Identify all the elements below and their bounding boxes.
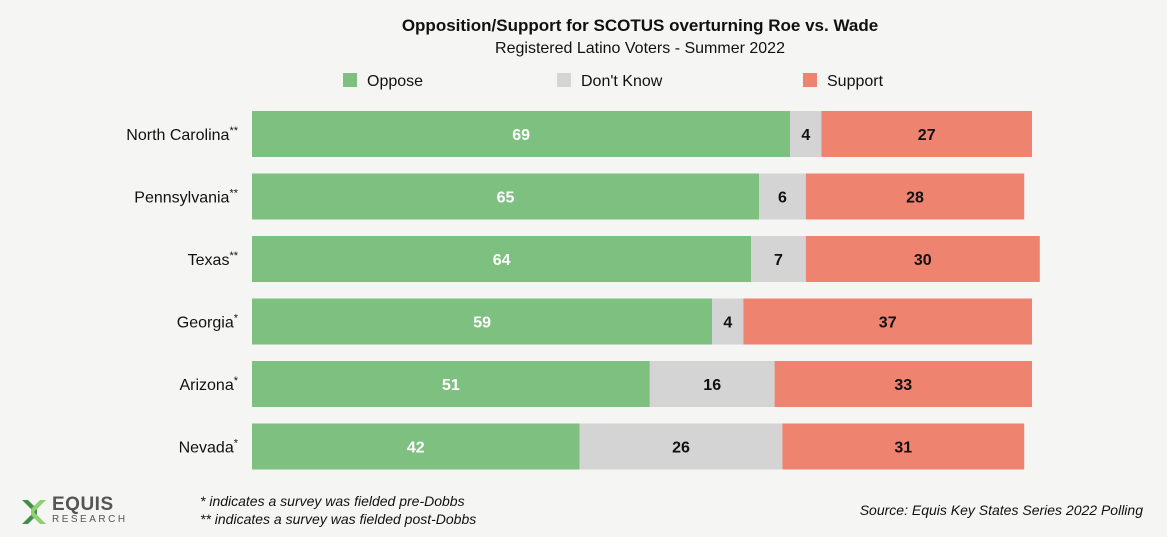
data-label-don-t-know-georgia: 4	[723, 315, 732, 332]
bar-oppose-texas	[252, 236, 752, 282]
chart-subtitle: Registered Latino Voters - Summer 2022	[495, 40, 785, 57]
data-label-don-t-know-arizona: 16	[703, 377, 721, 394]
logo-word: EQUIS	[52, 494, 114, 515]
legend-label-oppose: Oppose	[367, 73, 423, 90]
bars: 69 4 27 65 6 28 64 7 30 59 4 37 51 16 33 42 26 31	[252, 111, 1040, 470]
bar-support-north-carolina	[821, 111, 1032, 157]
footnote-double-asterisk: ** indicates a survey was fielded post-D…	[200, 511, 477, 527]
source-note: Source: Equis Key States Series 2022 Pol…	[859, 502, 1143, 518]
bar-support-georgia	[743, 298, 1032, 345]
legend-swatch-don-t-know	[557, 73, 571, 87]
bar-oppose-arizona	[252, 361, 650, 407]
data-label-oppose-pennsylvania: 65	[497, 190, 515, 207]
legend-label-don-t-know: Don't Know	[581, 73, 663, 90]
bar-oppose-nevada	[252, 423, 580, 470]
bar-support-arizona	[774, 361, 1032, 407]
legend: Oppose Don't Know Support	[343, 73, 884, 90]
bar-oppose-pennsylvania	[252, 173, 759, 220]
data-label-support-georgia: 37	[879, 315, 897, 332]
bar-don-t-know-pennsylvania	[759, 173, 806, 220]
category-label-north-carolina: North Carolina**	[126, 125, 238, 144]
bar-don-t-know-north-carolina	[790, 111, 822, 157]
data-label-oppose-nevada: 42	[407, 440, 425, 457]
bar-don-t-know-texas	[751, 236, 806, 282]
data-label-support-texas: 30	[914, 252, 932, 269]
bar-oppose-north-carolina	[252, 111, 791, 157]
category-label-pennsylvania: Pennsylvania**	[134, 188, 238, 207]
data-label-don-t-know-nevada: 26	[672, 440, 690, 457]
bar-don-t-know-nevada	[579, 423, 783, 470]
bar-support-pennsylvania	[805, 173, 1025, 220]
data-label-oppose-arizona: 51	[442, 377, 460, 394]
category-label-georgia: Georgia*	[177, 313, 239, 332]
data-label-oppose-north-carolina: 69	[512, 127, 530, 144]
legend-swatch-oppose	[343, 73, 357, 87]
legend-label-support: Support	[827, 73, 884, 90]
data-label-support-nevada: 31	[894, 440, 912, 457]
data-label-don-t-know-texas: 7	[774, 252, 783, 269]
bar-don-t-know-georgia	[712, 298, 744, 345]
data-label-oppose-texas: 64	[493, 252, 511, 269]
data-label-don-t-know-north-carolina: 4	[801, 127, 810, 144]
data-label-don-t-know-pennsylvania: 6	[778, 190, 787, 207]
footnotes: * indicates a survey was fielded pre-Dob…	[200, 492, 476, 528]
data-label-support-arizona: 33	[894, 377, 912, 394]
logo-subtitle: RESEARCH	[52, 514, 128, 525]
data-label-support-north-carolina: 27	[918, 127, 936, 144]
stacked-bar-chart: Opposition/Support for SCOTUS overturnin…	[126, 16, 1040, 470]
bar-oppose-georgia	[252, 298, 713, 345]
category-label-arizona: Arizona*	[179, 375, 238, 394]
category-label-nevada: Nevada*	[179, 438, 239, 457]
data-label-oppose-georgia: 59	[473, 315, 491, 332]
data-label-support-pennsylvania: 28	[906, 190, 924, 207]
footnote-single-asterisk: * indicates a survey was fielded pre-Dob…	[200, 493, 465, 509]
chart-title: Opposition/Support for SCOTUS overturnin…	[402, 16, 878, 35]
bar-support-texas	[805, 236, 1040, 282]
category-label-texas: Texas**	[188, 250, 239, 269]
legend-swatch-support	[803, 73, 817, 87]
bar-don-t-know-arizona	[649, 361, 775, 407]
bar-support-nevada	[782, 423, 1025, 470]
equis-x-icon	[22, 500, 46, 524]
category-labels: North Carolina** Pennsylvania** Texas** Geo…	[126, 125, 238, 457]
